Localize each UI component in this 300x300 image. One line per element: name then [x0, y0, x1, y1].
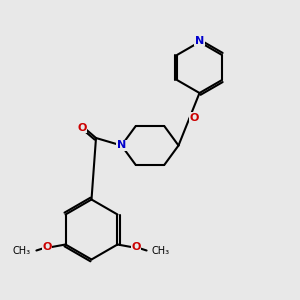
Text: O: O — [43, 242, 52, 252]
Text: N: N — [117, 140, 126, 151]
Text: CH₃: CH₃ — [13, 245, 31, 256]
Text: O: O — [77, 123, 87, 133]
Text: CH₃: CH₃ — [152, 245, 170, 256]
Text: O: O — [190, 113, 199, 123]
Text: O: O — [131, 242, 140, 252]
Text: N: N — [195, 35, 204, 46]
